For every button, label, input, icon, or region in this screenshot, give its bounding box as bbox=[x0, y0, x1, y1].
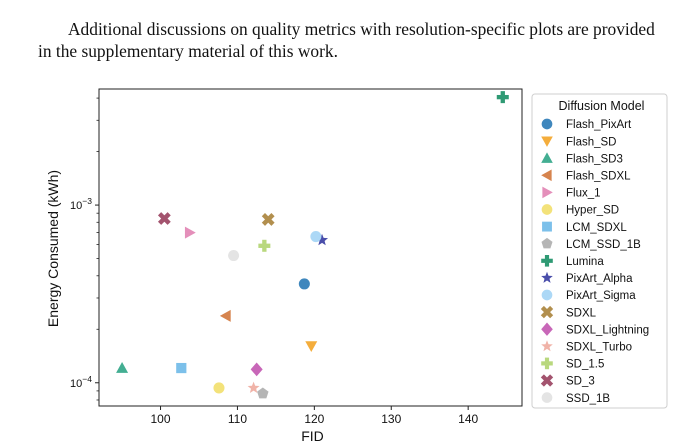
legend-item-pixart-alpha: PixArt_Alpha bbox=[541, 271, 633, 285]
legend-item-flash-pixart: Flash_PixArt bbox=[541, 118, 632, 131]
x-tick-label-110: 110 bbox=[228, 412, 247, 426]
point-flash-sd bbox=[305, 341, 318, 353]
legend-item-sdxl: SDXL bbox=[540, 305, 597, 319]
legend-label-sdxl-turbo: SDXL_Turbo bbox=[566, 342, 632, 354]
point-lumina bbox=[496, 91, 509, 104]
point-hyper-sd bbox=[213, 382, 225, 394]
plot-frame bbox=[98, 88, 523, 407]
legend-label-pixart-alpha: PixArt_Alpha bbox=[566, 273, 633, 285]
y-axis-label: Energy Consumed (kWh) bbox=[45, 170, 61, 327]
y-tick-label-0: 10−4 bbox=[70, 374, 92, 390]
legend-item-pixart-sigma: PixArt_Sigma bbox=[541, 289, 636, 302]
legend-label-lcm-sdxl: LCM_SDXL bbox=[566, 222, 627, 234]
x-tick-label-140: 140 bbox=[458, 412, 478, 426]
y-tick-label-1: 10−3 bbox=[70, 196, 92, 212]
legend-item-lcm-ssd-1b: LCM_SSD_1B bbox=[541, 237, 641, 251]
legend-box bbox=[531, 93, 668, 409]
legend-item-flash-sd3: Flash_SD3 bbox=[541, 152, 623, 165]
point-ssd-1b bbox=[228, 250, 240, 262]
legend-label-sdxl: SDXL bbox=[566, 307, 597, 319]
x-tick-label-130: 130 bbox=[381, 412, 401, 426]
legend-item-flux-1: Flux_1 bbox=[542, 186, 601, 200]
legend-item-sdxl-lightning: SDXL_Lightning bbox=[541, 322, 649, 336]
legend-label-pixart-sigma: PixArt_Sigma bbox=[566, 290, 636, 302]
legend-item-flash-sdxl: Flash_SDXL bbox=[541, 169, 631, 183]
point-pixart-sigma bbox=[310, 231, 322, 243]
point-flash-sdxl bbox=[219, 309, 231, 322]
point-lcm-ssd-1b bbox=[257, 387, 269, 399]
caption-paragraph: Additional discussions on quality metric… bbox=[38, 18, 668, 62]
point-sdxl-lightning bbox=[250, 362, 263, 377]
legend-label-hyper-sd: Hyper_SD bbox=[566, 205, 619, 217]
legend-item-sdxl-turbo: SDXL_Turbo bbox=[541, 340, 632, 354]
legend-item-flash-sd: Flash_SD bbox=[541, 136, 617, 148]
point-flux-1 bbox=[184, 226, 196, 239]
legend-label-flash-sd: Flash_SD bbox=[566, 136, 617, 148]
legend-item-sd-1-5: SD_1.5 bbox=[541, 357, 604, 371]
legend-label-ssd-1b: SSD_1B bbox=[566, 393, 610, 405]
legend-item-hyper-sd: Hyper_SD bbox=[541, 204, 619, 217]
point-sd-3 bbox=[157, 212, 171, 225]
legend-item-lumina: Lumina bbox=[541, 255, 604, 268]
legend-label-lcm-ssd-1b: LCM_SSD_1B bbox=[566, 239, 641, 251]
point-sdxl-turbo bbox=[247, 381, 260, 394]
legend-label-flash-sd3: Flash_SD3 bbox=[566, 153, 623, 165]
legend-item-sd-3: SD_3 bbox=[540, 374, 595, 388]
point-sd-1-5 bbox=[258, 239, 271, 252]
legend-label-lumina: Lumina bbox=[566, 256, 604, 268]
point-flash-pixart bbox=[298, 278, 310, 290]
caption-text: Additional discussions on quality metric… bbox=[38, 19, 655, 61]
legend-label-sd-1-5: SD_1.5 bbox=[566, 359, 604, 371]
legend-item-lcm-sdxl: LCM_SDXL bbox=[542, 221, 627, 234]
legend-label-sd-3: SD_3 bbox=[566, 376, 595, 388]
point-lcm-sdxl bbox=[176, 362, 187, 374]
point-flash-sd3 bbox=[116, 362, 129, 373]
x-tick-label-120: 120 bbox=[304, 412, 324, 426]
legend-title: Diffusion Model bbox=[559, 99, 645, 113]
legend-label-flash-sdxl: Flash_SDXL bbox=[566, 171, 631, 183]
point-sdxl bbox=[261, 213, 275, 226]
legend-item-ssd-1b: SSD_1B bbox=[541, 392, 610, 405]
legend-label-flux-1: Flux_1 bbox=[566, 188, 601, 200]
x-axis-label: FID bbox=[301, 428, 324, 444]
point-pixart-alpha bbox=[316, 233, 329, 246]
x-tick-label-100: 100 bbox=[151, 412, 171, 426]
legend-label-sdxl-lightning: SDXL_Lightning bbox=[566, 324, 649, 336]
legend-label-flash-pixart: Flash_PixArt bbox=[566, 119, 632, 131]
